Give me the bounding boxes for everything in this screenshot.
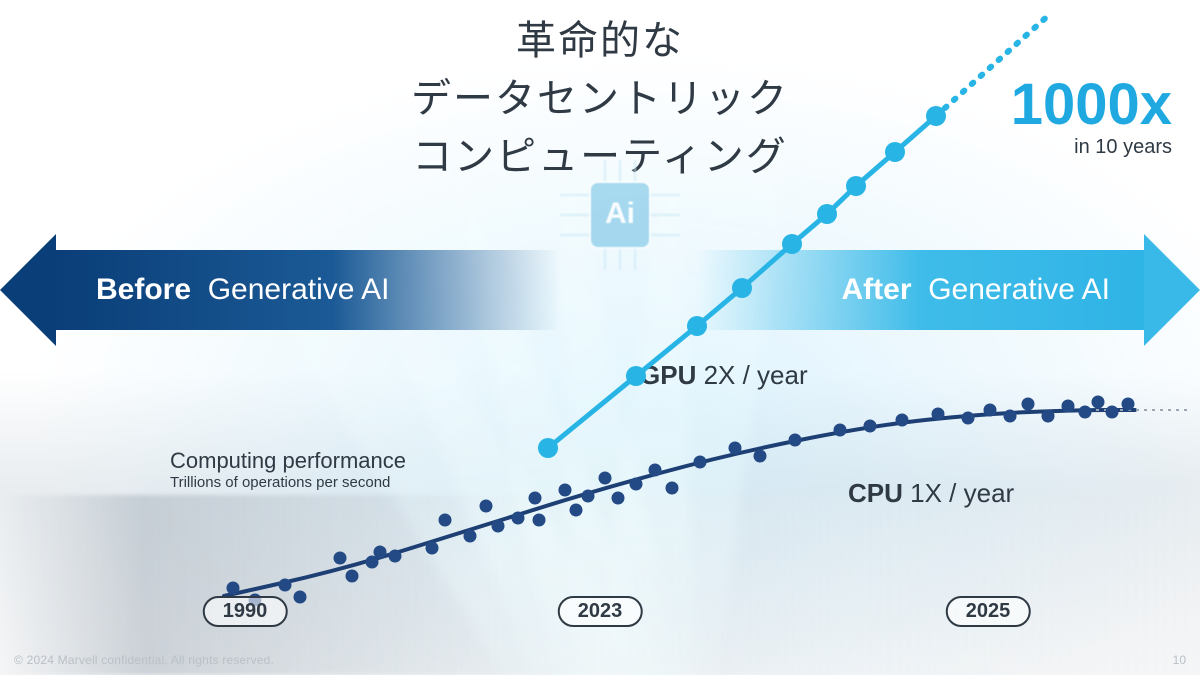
callout-sub-text: in 10 years — [1011, 136, 1172, 159]
title-line-1: 革命的な — [0, 8, 1200, 66]
gpu-label: GPU 2X / year — [640, 360, 808, 391]
after-arrow-strong: After — [842, 273, 912, 306]
ai-chip-label: Ai — [605, 197, 635, 230]
arrow-left-head-icon — [0, 234, 56, 346]
after-arrow: After Generative AI — [696, 246, 1200, 334]
before-arrow-body: Before Generative AI — [56, 250, 560, 330]
arrow-right-head-icon — [1144, 234, 1200, 346]
callout-1000x: 1000x in 10 years — [1011, 76, 1172, 159]
performance-axis-label: Computing performance Trillions of opera… — [170, 448, 406, 491]
footer-copyright: © 2024 Marvell confidential. All rights … — [14, 653, 274, 667]
year-pill: 2025 — [946, 596, 1031, 627]
before-arrow: Before Generative AI — [0, 246, 560, 334]
callout-big-text: 1000x — [1011, 76, 1172, 134]
year-pill: 1990 — [203, 596, 288, 627]
perf-label-line2: Trillions of operations per second — [170, 474, 406, 491]
after-arrow-thin: Generative AI — [920, 273, 1110, 306]
before-arrow-thin: Generative AI — [199, 273, 389, 306]
ai-chip-icon: Ai — [560, 160, 680, 270]
slide-stage: 革命的な データセントリック コンピューティング Ai Before Gener… — [0, 0, 1200, 675]
before-arrow-strong: Before — [96, 273, 191, 306]
after-arrow-body: After Generative AI — [696, 250, 1144, 330]
cpu-label: CPU 1X / year — [848, 478, 1014, 509]
perf-label-line1: Computing performance — [170, 448, 406, 474]
year-pill: 2023 — [558, 596, 643, 627]
page-number: 10 — [1173, 653, 1186, 667]
